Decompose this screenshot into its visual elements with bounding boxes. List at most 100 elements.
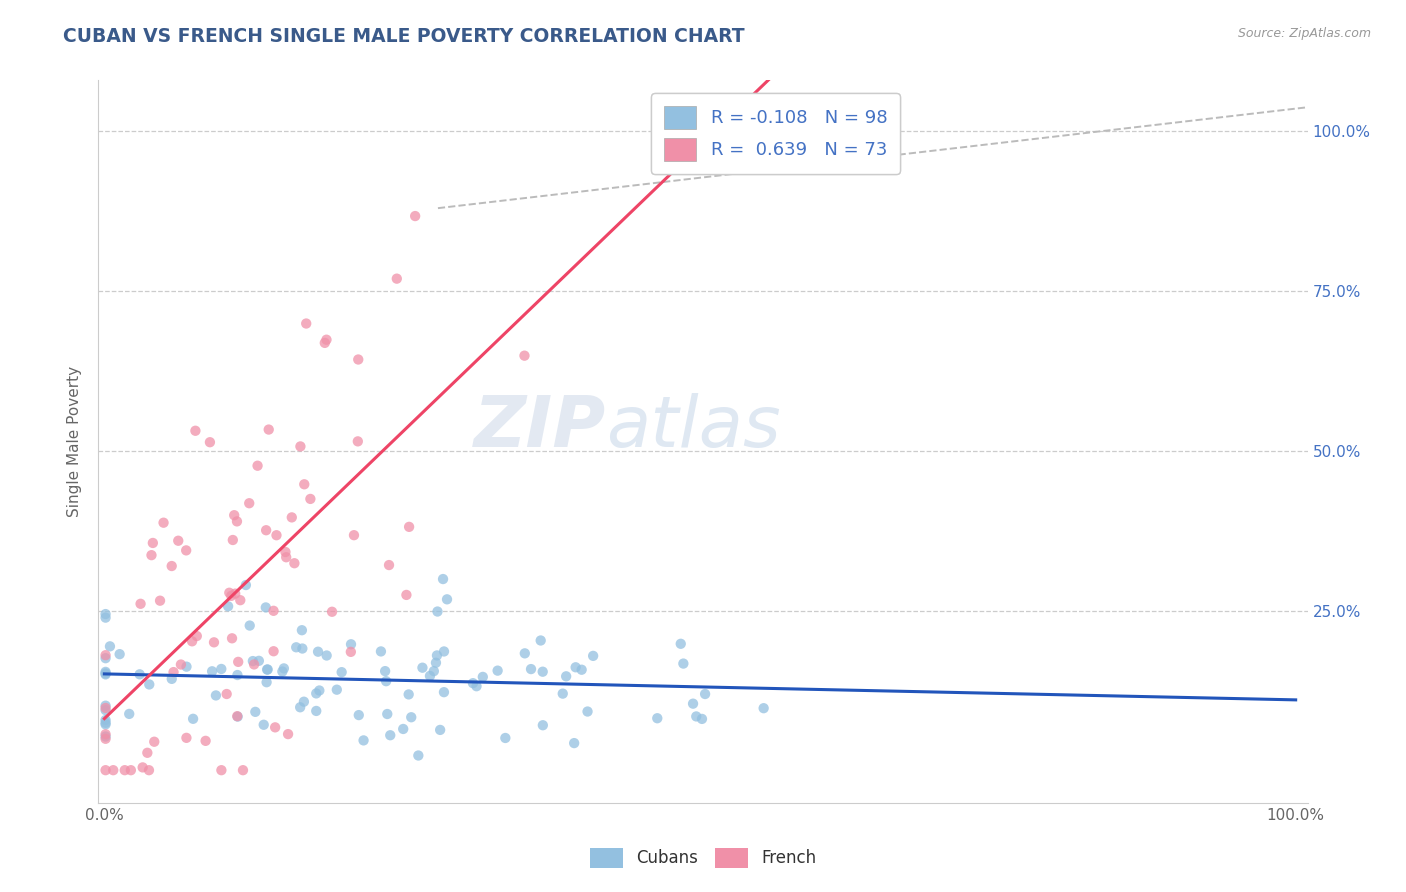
Point: [94, 698, 117, 713]
Point: [245, 705, 267, 719]
Point: [404, 209, 426, 223]
Point: [239, 618, 262, 632]
Point: [263, 604, 285, 618]
Point: [103, 763, 125, 777]
Point: [305, 704, 328, 718]
Point: [266, 528, 288, 542]
Point: [94, 667, 117, 681]
Point: [94, 730, 117, 744]
Point: [399, 710, 422, 724]
Point: [690, 712, 713, 726]
Point: [375, 706, 398, 721]
Point: [217, 599, 239, 614]
Point: [201, 665, 224, 679]
Point: [242, 654, 264, 668]
Point: [160, 559, 183, 574]
Point: [114, 763, 136, 777]
Point: [257, 423, 280, 437]
Point: [326, 682, 349, 697]
Point: [209, 763, 232, 777]
Point: [128, 667, 150, 681]
Point: [346, 434, 368, 449]
Point: [392, 722, 415, 736]
Point: [433, 685, 456, 699]
Point: [340, 637, 363, 651]
Point: [152, 516, 174, 530]
Point: [330, 665, 353, 680]
Point: [274, 545, 297, 559]
Point: [494, 731, 516, 745]
Point: [374, 664, 396, 678]
Point: [198, 435, 221, 450]
Point: [531, 718, 554, 732]
Point: [347, 352, 370, 367]
Point: [246, 458, 269, 473]
Point: [551, 687, 574, 701]
Point: [181, 712, 204, 726]
Text: CUBAN VS FRENCH SINGLE MALE POVERTY CORRELATION CHART: CUBAN VS FRENCH SINGLE MALE POVERTY CORR…: [63, 27, 745, 45]
Point: [138, 763, 160, 777]
Point: [292, 477, 315, 491]
Point: [218, 586, 240, 600]
Point: [94, 713, 117, 727]
Point: [562, 736, 585, 750]
Point: [167, 533, 190, 548]
Point: [295, 317, 318, 331]
Text: ZIP: ZIP: [474, 392, 606, 461]
Legend: Cubans, French: Cubans, French: [583, 841, 823, 875]
Point: [471, 670, 494, 684]
Point: [571, 663, 593, 677]
Point: [669, 637, 692, 651]
Point: [94, 717, 117, 731]
Point: [283, 556, 305, 570]
Point: [419, 669, 441, 683]
Point: [205, 689, 228, 703]
Point: [138, 677, 160, 691]
Point: [118, 706, 141, 721]
Point: [256, 663, 278, 677]
Point: [224, 587, 246, 601]
Point: [253, 718, 276, 732]
Point: [398, 520, 420, 534]
Point: [292, 695, 315, 709]
Point: [162, 665, 184, 679]
Point: [136, 746, 159, 760]
Point: [94, 610, 117, 624]
Point: [94, 607, 117, 621]
Point: [184, 424, 207, 438]
Point: [398, 687, 420, 701]
Point: [226, 709, 249, 723]
Point: [315, 648, 337, 663]
Point: [247, 654, 270, 668]
Point: [555, 669, 578, 683]
Legend: R = -0.108   N = 98, R =  0.639   N = 73: R = -0.108 N = 98, R = 0.639 N = 73: [651, 93, 900, 174]
Point: [531, 665, 554, 679]
Point: [307, 645, 329, 659]
Point: [353, 733, 375, 747]
Point: [291, 624, 314, 638]
Point: [94, 701, 117, 715]
Point: [530, 633, 553, 648]
Point: [120, 763, 142, 777]
Point: [186, 629, 208, 643]
Point: [288, 700, 311, 714]
Point: [321, 605, 343, 619]
Point: [235, 578, 257, 592]
Point: [564, 660, 586, 674]
Point: [408, 748, 430, 763]
Point: [226, 709, 249, 723]
Point: [170, 657, 193, 672]
Point: [224, 508, 246, 523]
Point: [291, 641, 314, 656]
Y-axis label: Single Male Poverty: Single Male Poverty: [67, 366, 83, 517]
Point: [685, 709, 707, 723]
Point: [94, 703, 117, 717]
Point: [143, 735, 166, 749]
Point: [299, 491, 322, 506]
Point: [181, 634, 204, 648]
Point: [315, 333, 337, 347]
Point: [131, 760, 153, 774]
Point: [425, 656, 447, 670]
Point: [174, 543, 197, 558]
Point: [108, 647, 131, 661]
